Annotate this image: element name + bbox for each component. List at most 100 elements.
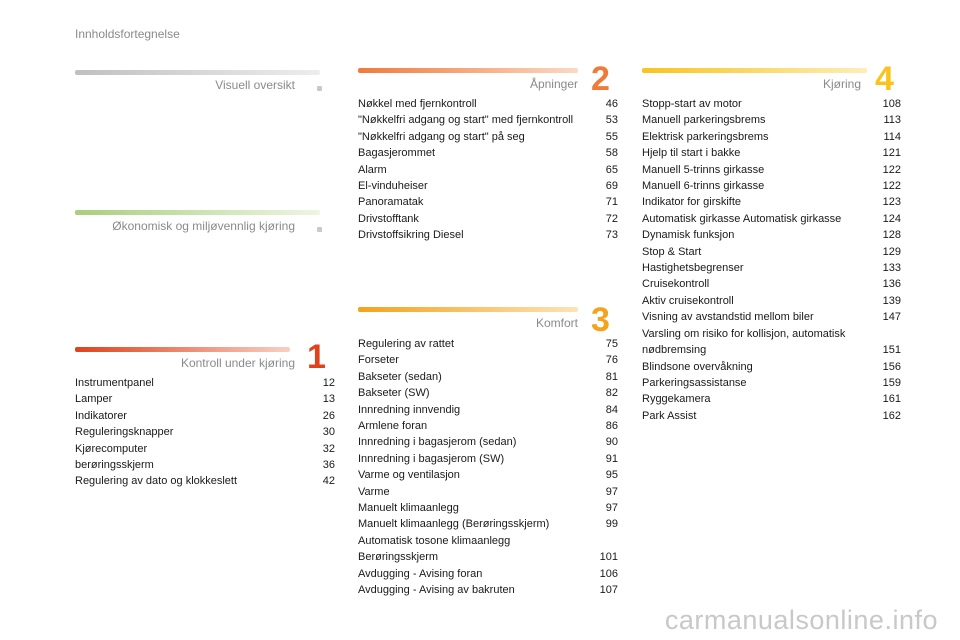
toc-entry[interactable]: Automatisk girkasse Automatisk girkasse 1… [642,211,901,227]
toc-entry-page: 123 [882,196,901,209]
toc-entry-page: 72 [605,212,618,225]
toc-entry-page: 75 [605,338,618,350]
toc-entry-page: 69 [605,180,618,193]
toc-entry[interactable]: Dynamisk funksjon 128 [642,227,901,243]
toc-entry[interactable]: berøringsskjerm 36 [75,457,335,473]
toc-entry[interactable]: Elektrisk parkeringsbrems 114 [642,129,901,145]
toc-entry-page: 42 [322,475,335,488]
toc-entry-page: 101 [599,551,618,564]
watermark: carmanualsonline.info [664,605,938,635]
toc-list: Stopp-start av motor 108 Manuell parkering… [642,96,901,424]
toc-entry-page: 53 [605,114,618,127]
toc-entry[interactable]: Innredning i bagasjerom (sedan) 90 [358,434,618,450]
page-heading: Innholdsfortegnelse [75,27,180,41]
toc-entry[interactable]: Manuelt klimaanlegg 97 [358,500,618,516]
toc-entry[interactable]: Drivstoffsikring Diesel 73 [358,227,618,243]
toc-entry[interactable]: Manuell parkeringsbrems 113 [642,112,901,128]
toc-entry[interactable]: Cruisekontroll 136 [642,276,901,292]
toc-entry[interactable]: Blindsone overvåkning 156 [642,359,901,375]
toc-entry[interactable]: Indikator for girskifte 123 [642,194,901,210]
toc-entry[interactable]: Forseter 76 [358,352,618,368]
toc-entry[interactable]: Panoramatak 71 [358,194,618,210]
toc-entry-label: Reguleringsknapper [75,426,174,439]
toc-entry-page: 46 [605,98,618,110]
section-number-icon: 2 [591,60,610,98]
toc-entry[interactable]: Hjelp til start i bakke 121 [642,145,901,161]
toc-entry[interactable]: Park Assist 162 [642,408,901,424]
toc-entry-label: Avdugging - Avising av bakruten [358,584,515,597]
toc-entry[interactable]: Varme og ventilasjon 95 [358,467,618,483]
toc-entry-page: 91 [605,452,618,465]
toc-entry-page: 55 [605,130,618,143]
toc-entry-page: 26 [322,409,335,422]
toc-entry[interactable]: Parkeringsassistanse 159 [642,375,901,391]
section-kjoring: 4 Kjøring Stopp-start av motor 108 Manuell… [642,60,901,430]
toc-entry[interactable]: Indikatorer 26 [75,408,335,424]
toc-entry[interactable]: Lamper 13 [75,391,335,407]
toc-entry-label: Innredning i bagasjerom (SW) [358,452,505,465]
toc-entry[interactable]: Instrumentpanel 12 [75,375,335,391]
toc-entry[interactable]: Stopp-start av motor 108 [642,96,901,112]
toc-entry[interactable]: Varsling om risiko for kollisjon, automa… [642,326,901,359]
toc-entry[interactable]: Stop & Start 129 [642,244,901,260]
section-title: Kjøring [822,77,861,91]
toc-entry-page: 82 [605,387,618,400]
toc-entry[interactable]: Manuelt klimaanlegg (Berøringsskjerm) 99 [358,516,618,532]
section-bar [358,307,578,312]
toc-entry-label: Alarm [358,163,387,176]
toc-entry[interactable]: Alarm 65 [358,162,618,178]
toc-entry-page: 13 [322,393,335,406]
toc-entry[interactable]: Drivstofftank 72 [358,211,618,227]
toc-entry[interactable]: Visning av avstandstid mellom biler 147 [642,309,901,325]
toc-entry[interactable]: Innredning innvendig 84 [358,402,618,418]
section-kontroll-under-kjoring: 1 Kontroll under kjøring Instrumentpanel… [75,338,335,498]
toc-entry-label: Innredning i bagasjerom (sedan) [358,436,517,449]
toc-entry-label: Indikator for girskifte [642,196,742,209]
toc-entry-page: 159 [882,376,901,389]
toc-entry[interactable]: Ryggekamera 161 [642,391,901,407]
toc-entry[interactable]: Avdugging - Avising av bakruten 107 [358,582,618,598]
section-bar [642,68,867,73]
toc-list: Nøkkel med fjernkontroll 46 "Nøkkelfri adg… [358,96,618,244]
toc-entry[interactable]: Automatisk tosone klimaanlegg Berøringss… [358,533,618,566]
toc-entry-label: Bakseter (sedan) [358,370,442,383]
toc-entry[interactable]: Manuell 5-trinns girkasse 122 [642,162,901,178]
toc-entry-label: Nøkkel med fjernkontroll [358,98,477,110]
toc-entry-label: Bakseter (SW) [358,387,430,400]
toc-entry-label: Ryggekamera [642,393,711,406]
toc-entry-label: Dynamisk funksjon [642,229,735,242]
toc-entry-page: 114 [883,130,901,143]
toc-entry[interactable]: Nøkkel med fjernkontroll 46 [358,96,618,112]
toc-entry-page: 65 [605,163,618,176]
section-title: Kontroll under kjøring [180,356,295,370]
toc-entry-page: 81 [605,370,618,383]
toc-entry-page: 156 [882,360,901,373]
toc-entry[interactable]: Kjørecomputer 32 [75,441,335,457]
toc-entry[interactable]: Aktiv cruisekontroll 139 [642,293,901,309]
toc-entry-page: 124 [882,212,901,225]
toc-entry-label: Varme og ventilasjon [358,469,460,482]
toc-entry[interactable]: Bagasjerommet 58 [358,145,618,161]
toc-entry-page: 32 [322,442,335,455]
toc-entry[interactable]: Reguleringsknapper 30 [75,424,335,440]
toc-entry[interactable]: Regulering av rattet 75 [358,336,618,352]
toc-entry[interactable]: Armlene foran 86 [358,418,618,434]
toc-entry-label: Kjørecomputer [75,442,148,455]
section-number-icon: 3 [591,301,610,339]
toc-entry[interactable]: "Nøkkelfri adgang og start" på seg 55 [358,129,618,145]
toc-entry-label: Visning av avstandstid mellom biler [642,311,814,324]
toc-entry-label: Forseter [358,354,399,367]
toc-entry[interactable]: El-vinduheiser 69 [358,178,618,194]
toc-entry-label: Regulering av rattet [358,338,454,350]
toc-entry[interactable]: Varme 97 [358,484,618,500]
toc-entry-label: Cruisekontroll [642,278,710,291]
toc-entry[interactable]: Bakseter (sedan) 81 [358,369,618,385]
toc-entry[interactable]: Manuell 6-trinns girkasse 122 [642,178,901,194]
toc-entry[interactable]: Avdugging - Avising foran 106 [358,566,618,582]
toc-entry[interactable]: Regulering av dato og klokkeslett 42 [75,473,335,489]
toc-entry[interactable]: Innredning i bagasjerom (SW) 91 [358,451,618,467]
toc-entry[interactable]: Bakseter (SW) 82 [358,385,618,401]
toc-entry[interactable]: "Nøkkelfri adgang og start" med fjernkon… [358,112,618,128]
toc-entry[interactable]: Hastighetsbegrenser 133 [642,260,901,276]
toc-entry-label: "Nøkkelfri adgang og start" med fjernkon… [358,114,574,127]
